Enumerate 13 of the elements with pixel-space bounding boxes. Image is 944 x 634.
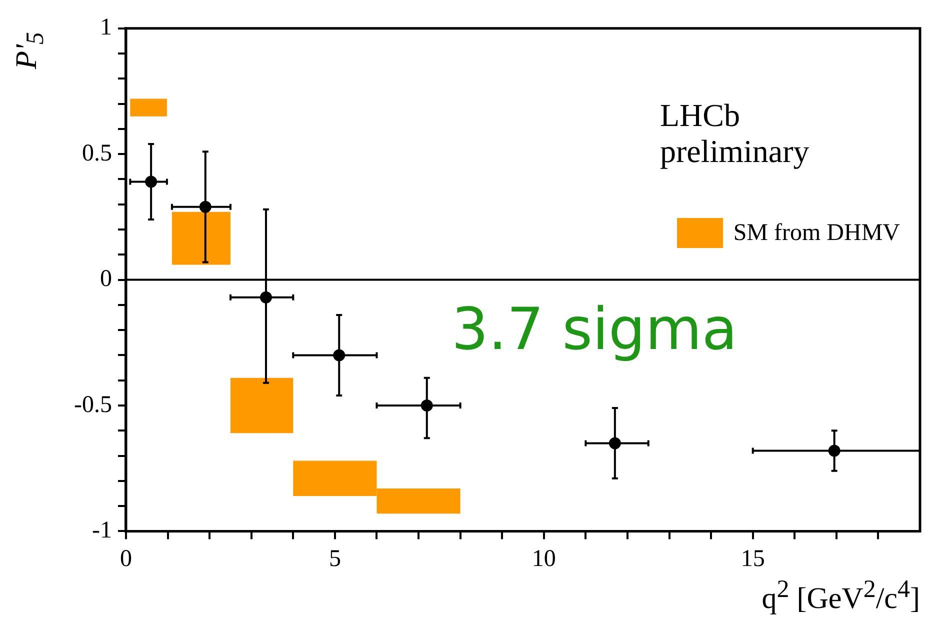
x-tick-label: 10 [532, 546, 556, 572]
y-tick-label: 0 [100, 266, 112, 292]
x-tick-label: 0 [120, 546, 132, 572]
x-tick-label: 5 [328, 546, 341, 572]
y-tick-label: -0.5 [74, 392, 112, 418]
y-tick-label: 0.5 [82, 140, 112, 166]
x-tick-label: 15 [740, 546, 765, 572]
y-tick-label: -1 [92, 517, 112, 544]
x-axis-title: q$^{2}$ [GeV$^{2}$/c$^{4}$] [762, 576, 920, 616]
y-tick-label: 1 [100, 14, 112, 41]
annotation: 3.7 sigma [452, 294, 738, 363]
legend-label: SM from DHMV [733, 220, 900, 247]
annotation: LHCb preliminary [660, 97, 810, 169]
